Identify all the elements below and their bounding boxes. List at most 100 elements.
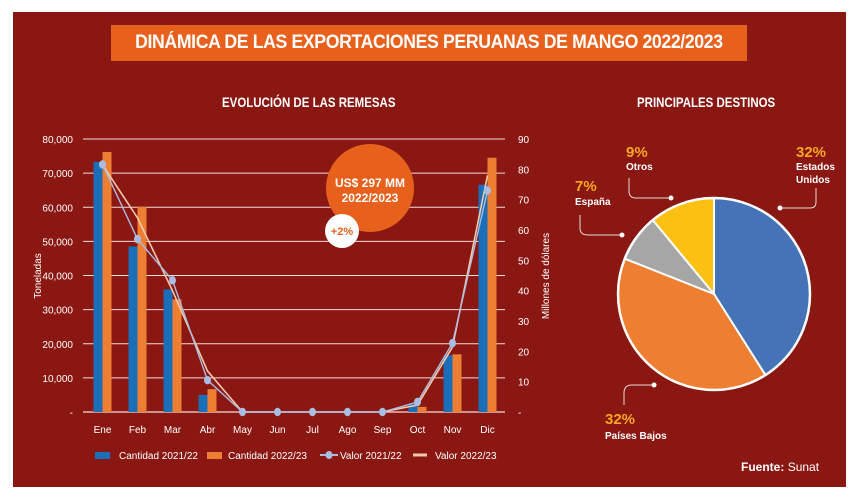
pie-leader-line <box>623 384 654 405</box>
y-tick-left: 70,000 <box>42 169 73 180</box>
y-tick-right: 30 <box>518 317 530 328</box>
marker-valor-2021-22-ene <box>99 160 106 169</box>
pie-leader-dot <box>619 232 625 238</box>
marker-valor-2021-22-feb <box>134 234 141 244</box>
x-tick-label: Jul <box>306 425 319 436</box>
pie-pct-label: 7% <box>575 178 597 195</box>
page-title: DINÁMICA DE LAS EXPORTACIONES PERUANAS D… <box>135 32 723 53</box>
legend-label-cantidad-2022: Cantidad 2022/23 <box>228 451 307 462</box>
marker-valor-2021-22-dic <box>484 186 491 195</box>
y-tick-right: 80 <box>518 165 530 176</box>
bar-series <box>93 151 497 412</box>
x-tick-label: Ene <box>94 425 112 436</box>
pie-leader-line <box>628 178 671 199</box>
bar-cantidad-2021-22-dic <box>478 184 488 412</box>
x-tick-label: Sep <box>374 425 392 436</box>
destinos-pie <box>616 196 812 392</box>
bar-cantidad-2021-22-abr <box>198 394 208 412</box>
line-valor-2021-22 <box>101 164 489 413</box>
y-tick-left: 60,000 <box>42 203 73 214</box>
x-axis-labels: Ene Feb Mar Abr May Jun Jul Ago Sep Oct Nov Dic <box>94 425 495 436</box>
x-tick-label: Feb <box>129 425 147 436</box>
pie-name-label: Estados <box>796 162 835 173</box>
bar-cantidad-2022-23-mar <box>172 299 182 412</box>
pie-pct-label: 32% <box>796 144 826 161</box>
x-tick-label: Nov <box>444 425 462 436</box>
title-banner: DINÁMICA DE LAS EXPORTACIONES PERUANAS D… <box>111 25 747 61</box>
x-tick-label: Abr <box>200 425 216 436</box>
pie-leader-dot <box>668 195 674 201</box>
pie-leader-dot <box>777 205 783 211</box>
y-axis-right: - 10 20 30 40 50 60 70 80 90 <box>518 135 530 419</box>
y-tick-right: 10 <box>518 378 530 389</box>
bar-cantidad-2021-22-oct <box>408 404 418 412</box>
legend-label-valor-2022: Valor 2022/23 <box>435 451 497 462</box>
marker-valor-2021-22-jul <box>309 407 316 417</box>
legend-label-valor-2021: Valor 2021/22 <box>340 451 402 462</box>
y-tick-right: 50 <box>518 256 530 267</box>
y-tick-left: 80,000 <box>42 135 73 146</box>
source-label: Fuente: <box>741 460 785 474</box>
bar-cantidad-2021-22-ene <box>93 161 103 412</box>
y-tick-left: 30,000 <box>42 306 73 317</box>
marker-valor-2021-22-oct <box>414 397 421 407</box>
marker-valor-2021-22-abr <box>204 375 211 385</box>
legend-label-cantidad-2021: Cantidad 2021/22 <box>119 451 198 462</box>
x-tick-label: Mar <box>164 425 182 436</box>
bar-chart-title: EVOLUCIÓN DE LAS REMESAS <box>222 94 396 110</box>
marker-valor-2021-22-ago <box>344 407 351 417</box>
change-text: +2% <box>331 226 354 238</box>
legend: Cantidad 2021/22 Cantidad 2022/23 Valor … <box>95 451 497 462</box>
legend-swatch-cantidad-2021 <box>95 452 110 459</box>
pie-leader-dot <box>651 382 657 388</box>
marker-valor-2021-22-jun <box>274 407 281 417</box>
bar-cantidad-2022-23-abr <box>207 389 217 412</box>
bar-cantidad-2021-22-feb <box>128 246 138 412</box>
y-axis-label-right: Millones de dólares <box>541 233 552 319</box>
total-value-text: US$ 297 MM <box>335 176 405 190</box>
marker-valor-2021-22-nov <box>449 338 456 348</box>
y-axis-label-left: Toneladas <box>33 253 44 299</box>
legend-marker-valor-2021 <box>325 451 333 459</box>
total-bubble <box>326 144 414 232</box>
pie-name-label: España <box>575 197 611 208</box>
y-tick-right: 70 <box>518 196 530 207</box>
source-note: Fuente: Sunat <box>741 460 819 474</box>
y-tick-right: - <box>518 408 521 419</box>
y-tick-right: 20 <box>518 347 530 358</box>
y-tick-right: 40 <box>518 287 530 298</box>
y-tick-left: - <box>70 408 73 419</box>
bar-cantidad-2022-23-feb <box>137 206 147 412</box>
x-tick-label: Jun <box>269 425 285 436</box>
total-period-text: 2022/2023 <box>342 191 399 205</box>
x-tick-label: Oct <box>410 425 426 436</box>
change-bubble <box>325 214 359 248</box>
y-tick-left: 40,000 <box>42 272 73 283</box>
y-axis-left: - 10,000 20,000 30,000 40,000 50,000 60,000 70,… <box>42 135 73 419</box>
line-series <box>99 160 491 417</box>
pie-pct-label: 9% <box>626 144 648 161</box>
bar-cantidad-2022-23-oct <box>417 406 427 412</box>
pie-name-label: Unidos <box>796 175 830 186</box>
x-tick-label: May <box>233 425 252 436</box>
pie-leader-line <box>780 188 817 209</box>
bar-cantidad-2021-22-nov <box>443 355 453 412</box>
marker-valor-2021-22-sep <box>379 407 386 417</box>
x-tick-label: Ago <box>339 425 357 436</box>
y-tick-left: 10,000 <box>42 374 73 385</box>
total-annotation: US$ 297 MM 2022/2023 +2% <box>325 144 414 248</box>
y-tick-left: 20,000 <box>42 340 73 351</box>
y-tick-left: 50,000 <box>42 237 73 248</box>
bar-cantidad-2022-23-dic <box>487 157 497 412</box>
x-tick-label: Dic <box>480 425 494 436</box>
y-tick-right: 90 <box>518 135 530 146</box>
bar-cantidad-2021-22-mar <box>163 289 173 412</box>
pie-outline <box>616 196 812 392</box>
pie-name-label: Otros <box>626 162 653 173</box>
pie-name-label: Países Bajos <box>605 431 667 442</box>
pie-leader-line <box>579 215 622 236</box>
marker-valor-2021-22-may <box>239 407 246 417</box>
pie-chart-title: PRINCIPALES DESTINOS <box>637 94 776 110</box>
